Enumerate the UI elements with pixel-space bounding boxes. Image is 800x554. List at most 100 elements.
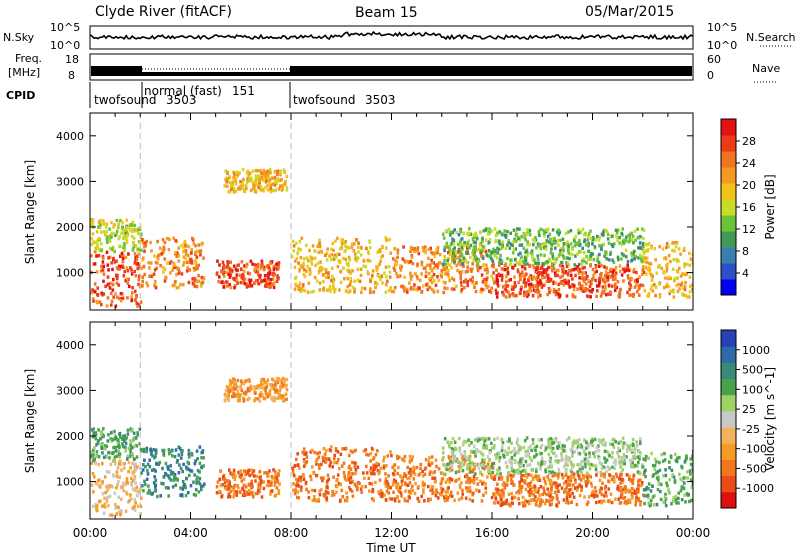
scatter-cell: [534, 235, 537, 240]
scatter-cell: [154, 286, 158, 290]
scatter-cell: [92, 433, 96, 438]
scatter-cell: [117, 449, 120, 453]
scatter-cell: [596, 494, 599, 498]
scatter-cell: [280, 177, 283, 182]
scatter-cell: [532, 498, 536, 502]
scatter-cell: [143, 249, 146, 253]
scatter-cell: [678, 472, 681, 476]
scatter-cell: [232, 488, 235, 492]
scatter-cell: [408, 454, 412, 459]
scatter-cell: [161, 482, 165, 486]
scatter-cell: [540, 264, 544, 269]
scatter-cell: [503, 233, 507, 238]
scatter-cell: [415, 275, 419, 279]
scatter-cell: [187, 452, 191, 456]
scatter-cell: [491, 466, 495, 470]
scatter-cell: [526, 253, 529, 257]
scatter-cell: [537, 474, 541, 479]
scatter-cell: [417, 251, 421, 256]
scatter-cell: [112, 225, 115, 229]
scatter-cell: [244, 186, 248, 190]
scatter-cell: [334, 287, 337, 292]
scatter-cell: [613, 267, 617, 272]
scatter-cell: [299, 289, 302, 294]
scatter-cell: [638, 457, 641, 461]
scatter-cell: [332, 257, 336, 261]
scatter-cell: [482, 464, 486, 468]
scatter-cell: [152, 448, 155, 452]
scatter-cell: [112, 473, 115, 477]
scatter-cell: [143, 272, 147, 277]
scatter-cell: [256, 183, 260, 188]
scatter-cell: [637, 460, 640, 465]
scatter-cell: [630, 231, 634, 235]
freq-label-bottom: [MHz]: [8, 66, 40, 79]
scatter-cell: [98, 225, 102, 230]
scatter-cell: [626, 266, 630, 270]
scatter-cell: [512, 287, 515, 291]
scatter-cell: [384, 477, 388, 481]
scatter-cell: [539, 467, 542, 471]
scatter-cell: [236, 186, 240, 191]
beam-title: Beam 15: [355, 5, 418, 21]
scatter-cell: [406, 260, 409, 264]
scatter-cell: [580, 460, 583, 464]
scatter-cell: [124, 483, 127, 487]
scatter-cell: [200, 465, 204, 469]
scatter-cell: [498, 242, 502, 246]
scatter-cell: [308, 248, 311, 253]
scatter-cell: [430, 485, 434, 489]
scatter-cell: [424, 245, 427, 249]
scatter-cell: [183, 239, 187, 244]
scatter-cell: [573, 239, 576, 243]
scatter-cell: [272, 267, 276, 272]
scatter-cell: [591, 463, 595, 468]
scatter-cell: [359, 245, 363, 250]
scatter-cell: [593, 486, 597, 490]
scatter-cell: [514, 233, 518, 237]
scatter-cell: [560, 246, 563, 251]
scatter-cell: [434, 493, 438, 498]
scatter-cell: [680, 281, 684, 285]
scatter-cell: [90, 461, 94, 465]
scatter-cell: [685, 272, 688, 276]
scatter-cell: [549, 288, 552, 293]
scatter-cell: [597, 264, 601, 268]
scatter-cell: [110, 220, 113, 225]
scatter-cell: [450, 287, 454, 291]
scatter-cell: [443, 281, 447, 285]
scatter-cell: [234, 177, 238, 181]
scatter-cell: [420, 290, 424, 294]
scatter-cell: [539, 253, 543, 257]
scatter-cell: [422, 488, 425, 492]
scatter-cell: [520, 270, 524, 274]
scatter-cell: [278, 482, 281, 486]
scatter-cell: [399, 264, 402, 268]
scatter-cell: [254, 190, 258, 194]
scatter-cell: [266, 471, 270, 475]
scatter-cell: [636, 455, 640, 459]
scatter-cell: [119, 297, 123, 301]
scatter-cell: [643, 260, 647, 264]
scatter-cell: [127, 224, 131, 229]
scatter-cell: [186, 467, 189, 471]
scatter-cell: [471, 275, 474, 280]
scatter-cell: [133, 223, 137, 228]
scatter-cell: [232, 380, 236, 384]
scatter-cell: [460, 270, 464, 274]
scatter-cell: [608, 499, 612, 503]
scatter-cell: [430, 461, 434, 465]
scatter-cell: [118, 244, 121, 249]
scatter-cell: [564, 500, 568, 505]
scatter-cell: [372, 290, 376, 294]
scatter-cell: [443, 286, 446, 290]
scatter-cell: [447, 256, 450, 261]
scatter-cell: [429, 470, 432, 474]
scatter-cell: [280, 184, 284, 189]
scatter-cell: [577, 451, 580, 455]
scatter-cell: [100, 242, 103, 246]
scatter-cell: [536, 490, 540, 494]
scatter-cell: [138, 303, 141, 307]
scatter-cell: [490, 475, 493, 479]
scatter-cell: [509, 262, 513, 266]
